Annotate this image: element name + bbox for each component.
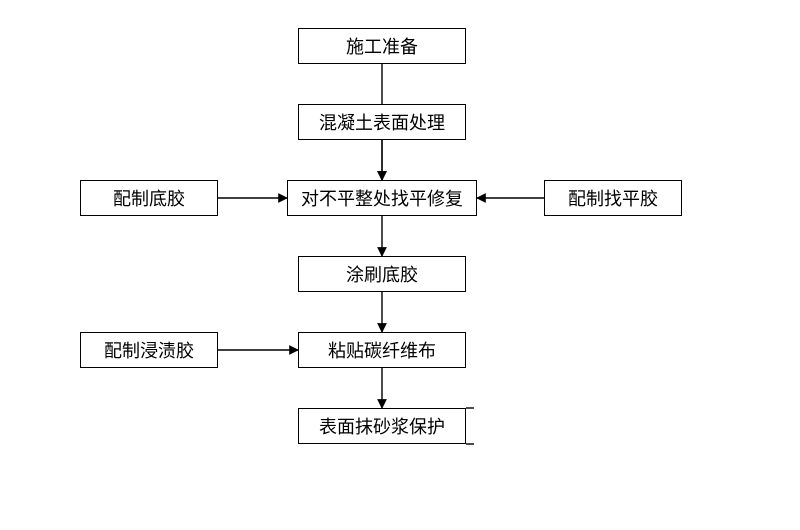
flow-node-nL1: 配制底胶 (80, 180, 218, 216)
flow-node-label: 粘贴碳纤维布 (328, 337, 436, 363)
flow-node-label: 配制浸渍胶 (104, 337, 194, 363)
flow-node-n1: 施工准备 (298, 28, 466, 64)
flow-node-nL2: 配制浸渍胶 (80, 332, 218, 368)
flow-node-n6: 表面抹砂浆保护 (298, 408, 466, 444)
flow-node-label: 配制底胶 (113, 185, 185, 211)
flow-node-label: 配制找平胶 (568, 185, 658, 211)
flow-node-n2: 混凝土表面处理 (298, 104, 466, 140)
flow-node-n3: 对不平整处找平修复 (287, 180, 477, 216)
flow-node-nR1: 配制找平胶 (544, 180, 682, 216)
flow-node-label: 施工准备 (346, 33, 418, 59)
flowchart-canvas: 施工准备混凝土表面处理对不平整处找平修复 配制底胶 配制找平胶涂刷底胶粘贴碳纤维布 配… (0, 0, 800, 530)
flow-node-label: 对不平整处找平修复 (301, 185, 463, 211)
flow-node-label: 涂刷底胶 (346, 261, 418, 287)
flow-node-label: 混凝土表面处理 (319, 109, 445, 135)
flow-node-n5: 粘贴碳纤维布 (298, 332, 466, 368)
flow-node-n4: 涂刷底胶 (298, 256, 466, 292)
flow-node-label: 表面抹砂浆保护 (319, 413, 445, 439)
